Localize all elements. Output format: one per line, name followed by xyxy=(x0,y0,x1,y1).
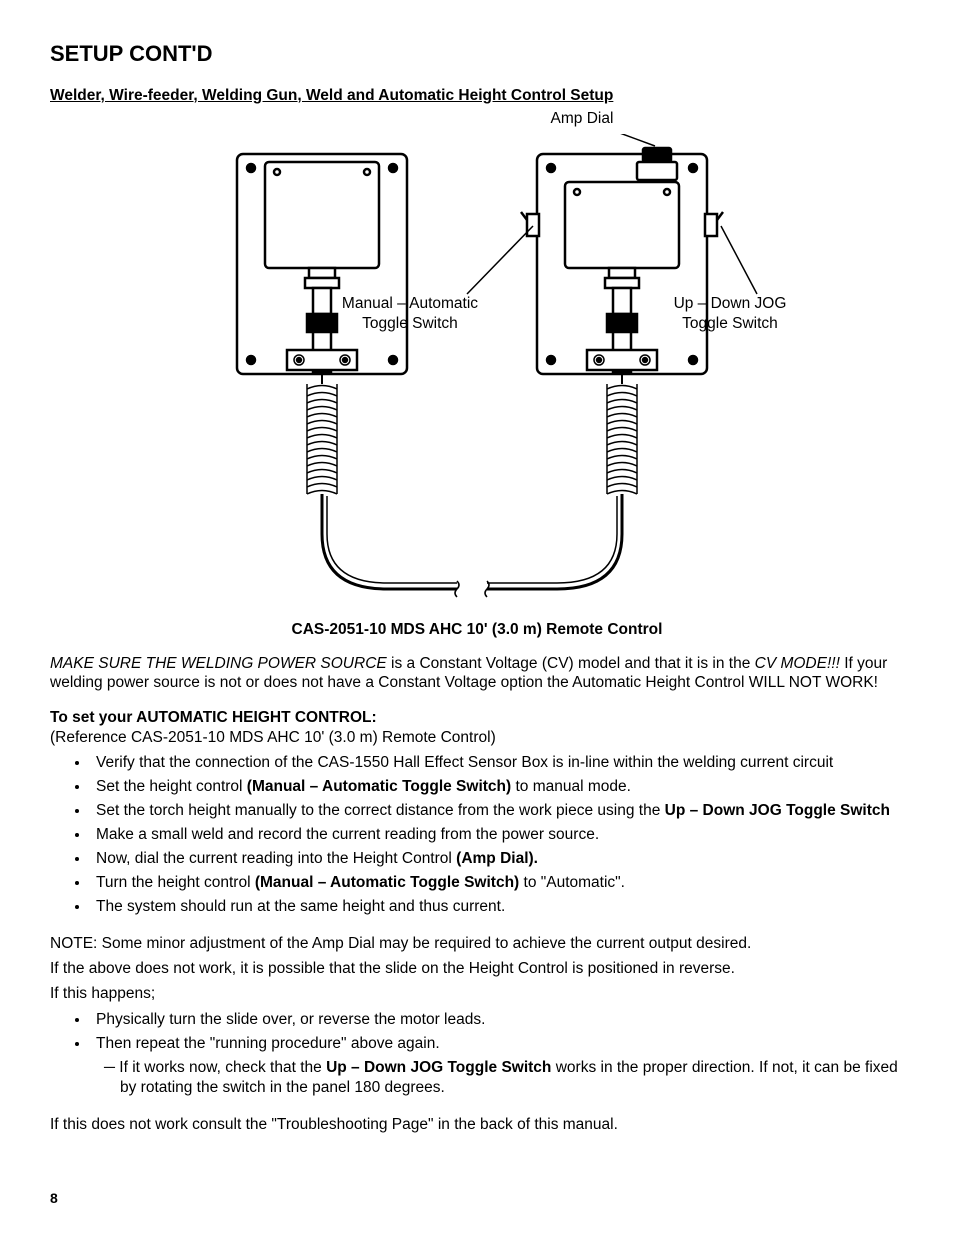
ahc-set-heading: To set your AUTOMATIC HEIGHT CONTROL: xyxy=(50,708,904,727)
list-item: Then repeat the "running procedure" abov… xyxy=(90,1034,904,1055)
page-title: SETUP CONT'D xyxy=(50,40,904,68)
list-item: Make a small weld and record the current… xyxy=(90,825,904,846)
up-down-jog-label: Up – Down JOG Toggle Switch xyxy=(650,294,810,333)
list-item: Set the height control (Manual – Automat… xyxy=(90,777,904,798)
list-item: Turn the height control (Manual – Automa… xyxy=(90,873,904,894)
power-source-warning: MAKE SURE THE WELDING POWER SOURCE is a … xyxy=(50,654,904,693)
page-number: 8 xyxy=(50,1190,58,1208)
list-item: Set the torch height manually to the cor… xyxy=(90,801,904,822)
setup-steps-list: Verify that the connection of the CAS-15… xyxy=(90,753,904,917)
note-amp-dial: NOTE: Some minor adjustment of the Amp D… xyxy=(50,934,904,953)
list-item: The system should run at the same height… xyxy=(90,897,904,918)
diagram: Amp Dial xyxy=(50,109,904,640)
manual-auto-label: Manual – Automatic Toggle Switch xyxy=(330,294,490,333)
sub-note-jog-direction: ─ If it works now, check that the Up – D… xyxy=(120,1058,904,1100)
ahc-reference: (Reference CAS-2051-10 MDS AHC 10' (3.0 … xyxy=(50,728,904,747)
fix-steps-list: Physically turn the slide over, or rever… xyxy=(90,1010,904,1055)
section-title: Welder, Wire-feeder, Welding Gun, Weld a… xyxy=(50,86,904,105)
list-item: Verify that the connection of the CAS-15… xyxy=(90,753,904,774)
list-item: Physically turn the slide over, or rever… xyxy=(90,1010,904,1031)
list-item: Now, dial the current reading into the H… xyxy=(90,849,904,870)
amp-dial-label: Amp Dial xyxy=(260,109,904,128)
remote-control-diagram xyxy=(127,134,827,614)
note-if-happens: If this happens; xyxy=(50,984,904,1003)
closing-note: If this does not work consult the "Troub… xyxy=(50,1115,904,1134)
note-slide-reverse: If the above does not work, it is possib… xyxy=(50,959,904,978)
diagram-caption: CAS-2051-10 MDS AHC 10' (3.0 m) Remote C… xyxy=(50,620,904,639)
